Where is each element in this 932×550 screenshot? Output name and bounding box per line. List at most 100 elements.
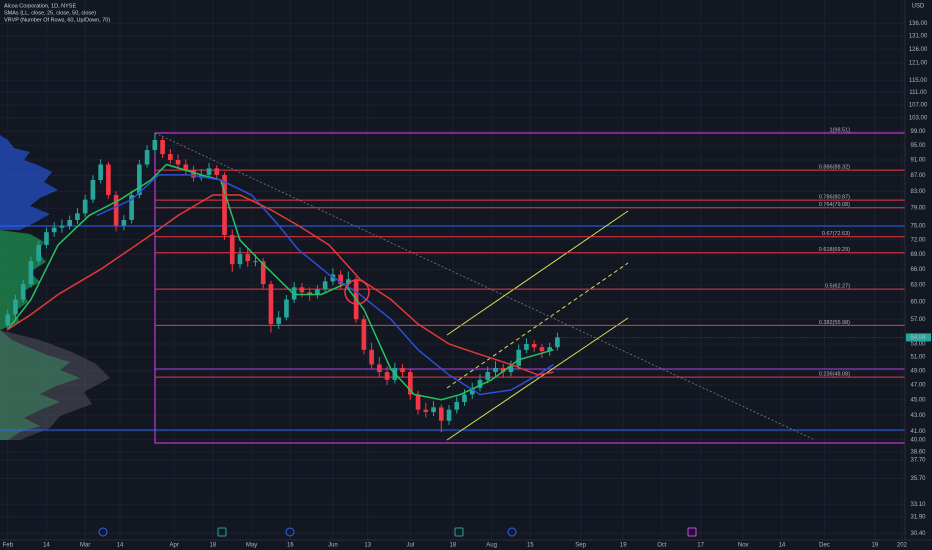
y-tick-label: 111.00 — [909, 90, 927, 96]
x-tick-label: 19 — [620, 543, 627, 549]
candle-body — [330, 274, 336, 282]
candle-body — [524, 344, 529, 350]
candles — [5, 133, 560, 433]
candle-body — [276, 317, 282, 325]
x-tick-label: Mar — [80, 543, 90, 549]
fib-label: 0.764(79.08) — [819, 202, 850, 208]
y-tick-label: 75.00 — [910, 223, 926, 229]
x-tick-label: Aug — [486, 543, 497, 549]
trend-line — [154, 132, 816, 441]
indicator-legend: VRVP (Number Of Rows, 60, Up/Down, 70) — [4, 17, 110, 23]
channel-line — [446, 210, 629, 336]
candle-body — [547, 347, 552, 352]
candle-body — [462, 394, 467, 402]
indicator-legend: SMAs (LL, close, 25, close, 50, close) — [4, 10, 96, 16]
y-tick-label: 107.00 — [909, 102, 928, 108]
event-icon[interactable] — [454, 527, 464, 537]
x-tick-label: Apr — [170, 543, 179, 549]
candle-body — [469, 387, 475, 395]
y-tick-label: 30.40 — [910, 531, 926, 537]
x-tick-label: 19 — [871, 543, 878, 549]
y-tick-label: 99.00 — [910, 129, 926, 135]
moving-averages — [7, 163, 554, 401]
fib-label: 1(98.51) — [830, 127, 851, 133]
candle-body — [508, 365, 514, 373]
fib-label: 0.67(72.63) — [822, 231, 850, 237]
fib-label: 0.382(55.98) — [819, 320, 850, 326]
candle-body — [446, 409, 452, 421]
candle-body — [415, 394, 421, 410]
moving-average — [7, 194, 554, 376]
candle-body — [129, 195, 134, 220]
y-tick-label: 79.00 — [910, 206, 926, 212]
candle-body — [346, 279, 351, 285]
y-tick-label: 63.00 — [910, 283, 926, 289]
y-tick-label: 57.00 — [910, 317, 926, 323]
y-tick-label: 126.00 — [909, 47, 928, 53]
candle-body — [369, 349, 374, 365]
y-tick-label: 91.00 — [910, 158, 926, 164]
y-tick-label: 115.00 — [909, 78, 928, 84]
candle-body — [431, 407, 436, 413]
candle-body — [407, 372, 413, 395]
candle-body — [493, 367, 498, 373]
fib-label: 0.618(69.29) — [819, 247, 850, 253]
y-tick-label: 47.00 — [910, 382, 926, 388]
x-tick-label: Oct — [657, 543, 667, 549]
y-tick-label: 83.00 — [910, 189, 926, 195]
last-price-label: 54.04 — [910, 335, 926, 341]
fib-label: 0.886(88.32) — [819, 165, 850, 171]
candle-body — [67, 219, 72, 226]
candle-body — [268, 284, 274, 325]
candle-body — [175, 159, 181, 165]
candle-body — [438, 407, 444, 421]
candle-body — [245, 254, 251, 262]
x-tick-label: 15 — [527, 543, 534, 549]
y-tick-label: 136.00 — [909, 21, 928, 27]
candle-body — [59, 225, 65, 228]
event-icon[interactable] — [98, 527, 108, 537]
candle-body — [20, 284, 26, 300]
y-tick-label: 51.00 — [910, 355, 926, 361]
y-tick-label: 121.00 — [909, 61, 928, 67]
moving-average — [7, 163, 554, 401]
axis-labels: 136.00 131.00 126.00 121.00 115.00 111.00 107.… — [3, 21, 931, 549]
candle-body — [299, 287, 305, 293]
candle-body — [167, 154, 173, 160]
event-icon[interactable] — [687, 527, 697, 537]
x-tick-label: 14 — [779, 543, 786, 549]
price-axis — [905, 0, 932, 550]
candle-body — [307, 292, 312, 295]
candle-body — [183, 164, 189, 171]
event-icon[interactable] — [217, 527, 227, 537]
candle-body — [191, 170, 196, 178]
x-tick-label: 18 — [210, 543, 217, 549]
y-tick-label: 40.00 — [910, 437, 926, 443]
candle-body — [539, 347, 545, 352]
candle-body — [291, 287, 297, 300]
y-tick-label: 37.70 — [910, 458, 926, 464]
x-tick-label: Jun — [328, 543, 338, 549]
x-tick-label: 13 — [364, 543, 371, 549]
channel-line — [446, 317, 629, 441]
candle-body — [121, 219, 127, 226]
event-icon[interactable] — [507, 527, 517, 537]
candle-body — [113, 195, 119, 226]
candle-body — [237, 254, 243, 265]
candle-body — [500, 367, 506, 373]
candle-body — [400, 367, 405, 373]
volume-profile-shade — [0, 330, 110, 440]
candle-body — [555, 337, 560, 348]
candle-body — [315, 289, 320, 295]
moving-average — [96, 174, 554, 396]
candle-body — [516, 349, 522, 366]
y-tick-label: 72.00 — [910, 237, 926, 243]
y-tick-label: 41.00 — [910, 429, 926, 435]
candle-body — [229, 235, 235, 265]
event-icon[interactable] — [285, 527, 295, 537]
candle-body — [51, 227, 57, 233]
candle-body — [253, 261, 258, 263]
candle-body — [13, 299, 18, 315]
x-tick-label: 14 — [43, 543, 50, 549]
